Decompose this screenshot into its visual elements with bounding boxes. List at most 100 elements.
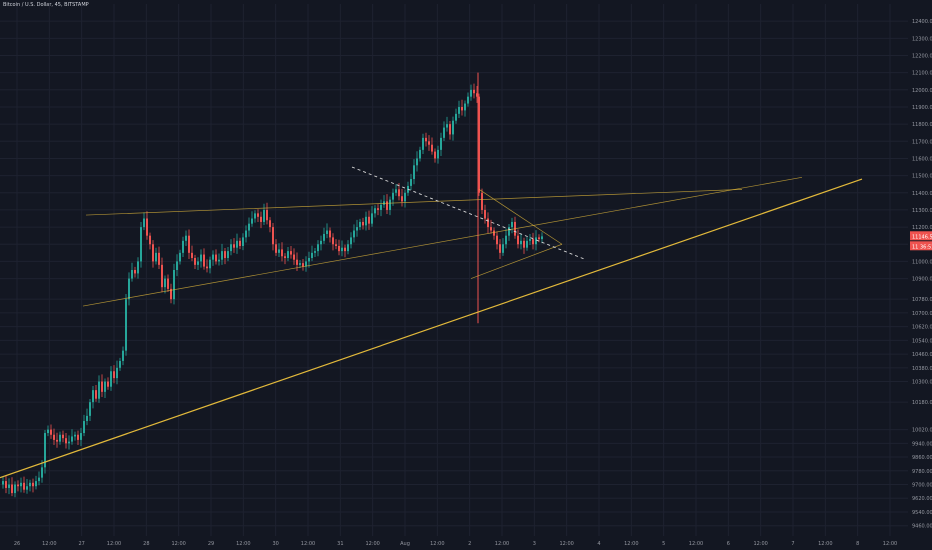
candle-body: [508, 227, 510, 236]
candle-body: [92, 390, 94, 403]
candle-body: [218, 259, 220, 262]
candle-body: [410, 179, 412, 186]
candle-body: [104, 381, 106, 392]
x-tick-label: 12:00: [365, 541, 379, 547]
candle-body: [275, 244, 277, 253]
candle-body: [526, 240, 528, 248]
candle-body: [113, 371, 115, 379]
x-tick-label: 5: [662, 541, 665, 547]
last-price-tag: [910, 231, 932, 241]
candle-body: [437, 149, 439, 159]
candle-body: [314, 251, 316, 253]
candle-body: [484, 209, 486, 219]
candle-body: [428, 141, 430, 145]
candle-body: [371, 213, 373, 224]
candle-body: [206, 266, 208, 269]
candle-body: [323, 233, 325, 241]
y-tick-label: 9940.00: [912, 441, 932, 447]
candle-body: [478, 96, 480, 193]
y-tick-label: 11900.00: [912, 105, 932, 111]
candle-body: [23, 482, 25, 490]
candle-body: [161, 264, 163, 288]
candle-body: [386, 201, 388, 210]
candle-body: [224, 251, 226, 258]
candle-body: [110, 371, 112, 387]
candle-body: [538, 237, 540, 240]
candle-body: [116, 367, 118, 379]
candle-body: [392, 192, 394, 200]
candle-body: [269, 220, 271, 228]
trendline-long-rising-support[interactable]: [0, 178, 863, 479]
trendline-upper-range-line[interactable]: [85, 188, 743, 216]
candle-body: [47, 429, 49, 434]
candle-body: [449, 124, 451, 135]
candle-body: [212, 254, 214, 260]
y-tick-label: 10380.00: [912, 366, 932, 372]
candle-body: [455, 113, 457, 121]
candle-body: [164, 278, 166, 288]
candle-body: [239, 240, 241, 246]
candle-body: [8, 484, 10, 488]
candle-body: [26, 486, 28, 490]
candle-body: [140, 227, 142, 262]
x-tick-label: 6: [727, 541, 730, 547]
candle-body: [287, 251, 289, 258]
y-tick-label: 11700.00: [912, 139, 932, 145]
y-tick-label: 9860.00: [912, 455, 932, 461]
trendlines-layer: [0, 166, 863, 479]
candle-body: [86, 415, 88, 422]
price-tags: 11146.51 11 36:51: [910, 231, 932, 251]
candle-body: [473, 89, 475, 94]
x-tick-label: Aug: [400, 541, 410, 547]
y-tick-label: 12300.00: [912, 36, 932, 42]
candle-body: [170, 288, 172, 300]
trendline-triangle-lower[interactable]: [470, 243, 563, 279]
countdown-label: 11 36:51: [912, 244, 932, 250]
candle-body: [14, 484, 16, 494]
candle-body: [541, 236, 543, 240]
candle-body: [281, 249, 283, 257]
candle-body: [20, 482, 22, 487]
candle-body: [365, 216, 367, 226]
candle-body: [227, 251, 229, 258]
candle-body: [143, 218, 145, 228]
candle-body: [272, 227, 274, 245]
x-tick-label: 12:00: [883, 541, 897, 547]
candle-body: [17, 484, 19, 487]
x-tick-label: 12:00: [624, 541, 638, 547]
x-tick-label: 26: [14, 541, 20, 547]
y-tick-label: 9460.00: [912, 524, 932, 530]
candle-body: [499, 244, 501, 253]
candle-body: [260, 216, 262, 222]
y-tick-label: 10900.00: [912, 277, 932, 283]
candle-body: [413, 165, 415, 180]
candle-body: [311, 252, 313, 258]
candle-body: [266, 209, 268, 221]
y-tick-label: 12400.00: [912, 19, 932, 25]
candle-body: [431, 144, 433, 152]
candle-body: [317, 244, 319, 252]
candle-body: [53, 434, 55, 440]
candle-body: [422, 137, 424, 150]
candle-body: [2, 481, 4, 485]
trendline-triangle-upper[interactable]: [478, 189, 563, 245]
candle-body: [242, 237, 244, 246]
candle-body: [380, 204, 382, 210]
candle-body: [173, 270, 175, 300]
trendline-lower-rising-line[interactable]: [82, 176, 803, 307]
candle-body: [532, 239, 534, 245]
chart-title: Bitcoin / U.S. Dollar, 45, BITSTAMP: [3, 2, 89, 8]
y-tick-label: 11500.00: [912, 174, 932, 180]
candle-body: [496, 235, 498, 245]
candle-body: [125, 299, 127, 351]
candle-body: [511, 221, 513, 228]
candle-body: [308, 257, 310, 262]
candle-body: [278, 249, 280, 253]
candle-body: [493, 230, 495, 236]
price-axis-bg: [908, 0, 932, 550]
last-price-label: 11146.51: [912, 234, 932, 240]
candles-layer: [2, 72, 543, 498]
candle-body: [209, 259, 211, 269]
x-tick-label: 12:00: [430, 541, 444, 547]
